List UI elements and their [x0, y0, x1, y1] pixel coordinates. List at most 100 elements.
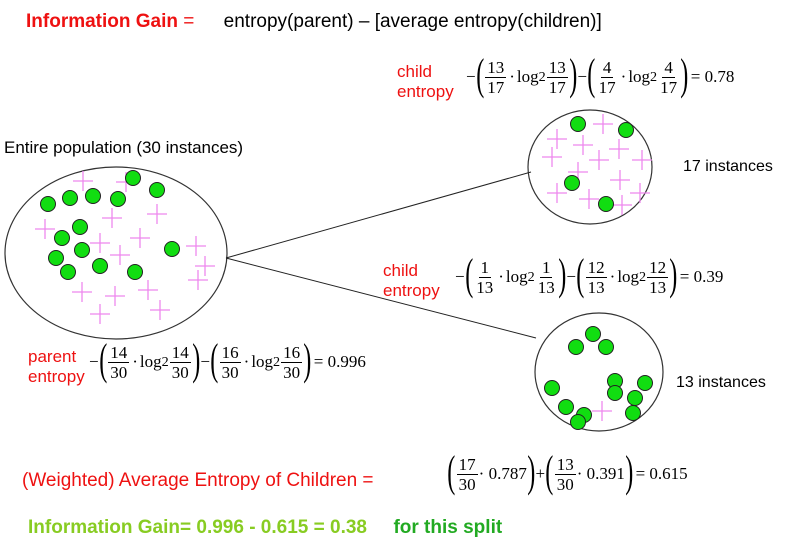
- pink-plus: [188, 270, 208, 290]
- green-dot: [164, 241, 180, 257]
- numerator: 16: [281, 342, 303, 363]
- pink-plus: [592, 401, 612, 421]
- green-dot: [598, 196, 614, 212]
- pink-plus: [73, 171, 93, 191]
- plus-sign: +: [535, 464, 546, 483]
- fraction: 13 17: [546, 57, 568, 97]
- fraction: 13 30: [554, 454, 576, 494]
- green-dot: [618, 122, 634, 138]
- green-dot: [637, 375, 653, 391]
- numerator: 13: [554, 454, 576, 475]
- denominator: 17: [487, 77, 505, 97]
- denominator: 30: [283, 362, 301, 382]
- fraction: 14 30: [108, 342, 130, 382]
- log-text: log: [139, 352, 162, 371]
- gain-row: Information Gain= 0.996 - 0.615 = 0.38 f…: [28, 517, 502, 539]
- green-dot: [598, 339, 614, 355]
- pink-plus: [573, 135, 593, 155]
- fraction: 14 30: [169, 343, 191, 382]
- title-row: Information Gain = entropy(parent) – [av…: [26, 11, 602, 33]
- minus-sign: −: [566, 267, 576, 286]
- gain-suffix: for this split: [393, 517, 503, 538]
- fraction: 17 30: [456, 455, 478, 494]
- fraction: 12 13: [585, 257, 607, 297]
- title-label: Information Gain: [26, 11, 178, 32]
- paren-open: (: [447, 447, 456, 496]
- pink-plus: [105, 286, 125, 306]
- paren-open: (: [98, 335, 107, 384]
- pink-plus: [630, 183, 650, 203]
- green-dot: [607, 385, 623, 401]
- pink-plus: [150, 300, 170, 320]
- pink-plus: [90, 233, 110, 253]
- green-dot: [110, 191, 126, 207]
- pink-plus: [610, 170, 630, 190]
- log-base: 2: [538, 68, 546, 85]
- pink-plus: [72, 282, 92, 302]
- fraction: 13 17: [485, 57, 507, 97]
- split-line-top: [225, 171, 532, 259]
- weighted-value-1: · 0.787: [478, 464, 527, 483]
- green-dot: [127, 264, 143, 280]
- split-line-bottom: [225, 257, 537, 339]
- green-dot: [60, 264, 76, 280]
- pink-plus: [593, 114, 613, 134]
- pink-plus: [195, 256, 215, 276]
- numerator: 1: [478, 257, 491, 278]
- minus-sign: −: [455, 267, 465, 286]
- pink-plus: [547, 129, 567, 149]
- pink-plus: [110, 245, 130, 265]
- numerator: 4: [600, 57, 614, 78]
- paren-close: ): [625, 447, 634, 496]
- log-text: log: [516, 67, 539, 86]
- entropy-result: = 0.78: [690, 67, 735, 86]
- fraction: 16 30: [219, 342, 241, 382]
- parent-entropy-label: parent entropy: [28, 347, 85, 387]
- entropy-result: = 0.39: [679, 267, 724, 286]
- paren-close: ): [303, 335, 312, 384]
- numerator: 13: [546, 57, 568, 78]
- denominator: 13: [587, 277, 605, 297]
- child-top-circle: [527, 109, 653, 225]
- pink-plus: [186, 236, 206, 256]
- green-dot: [62, 190, 78, 206]
- paren-open: (: [475, 50, 484, 99]
- child-top-entropy-label: child entropy: [397, 62, 454, 102]
- numerator: 12: [647, 257, 669, 278]
- child-bottom-entropy-formula: − ( 1 13 · log 2 1 13 ) − ( 12 13 · log 2 12 13 …: [455, 250, 724, 299]
- paren-open: (: [576, 250, 585, 299]
- entropy-result: = 0.996: [313, 352, 366, 371]
- denominator: 30: [221, 362, 239, 382]
- pink-plus: [612, 195, 632, 215]
- child-bottom-entropy-label: child entropy: [383, 261, 440, 301]
- numerator: 14: [108, 342, 130, 363]
- green-dot: [570, 116, 586, 132]
- fraction: 12 13: [647, 257, 669, 297]
- parent-entropy-word2: entropy: [28, 367, 85, 386]
- numerator: 1: [539, 257, 553, 278]
- numerator: 12: [585, 257, 607, 278]
- pink-plus: [147, 204, 167, 224]
- paren-open: (: [210, 335, 219, 384]
- denominator: 13: [476, 277, 494, 297]
- numerator: 4: [662, 57, 675, 78]
- numerator: 16: [219, 342, 241, 363]
- green-dot: [74, 242, 90, 258]
- pink-plus: [130, 228, 150, 248]
- fraction: 1 13: [474, 258, 495, 297]
- fraction: 16 30: [281, 342, 303, 382]
- pink-plus: [632, 150, 652, 170]
- green-dot: [585, 326, 601, 342]
- minus-sign: −: [200, 352, 210, 371]
- weighted-formula: ( 17 30 · 0.787 ) + ( 13 30 · 0.391 ) = 0.…: [447, 447, 687, 496]
- green-dot: [85, 188, 101, 204]
- minus-sign: −: [577, 67, 587, 86]
- denominator: 17: [548, 77, 566, 97]
- paren-close: ): [558, 250, 567, 299]
- denominator: 30: [171, 362, 189, 382]
- green-dot: [564, 175, 580, 191]
- green-dot: [568, 339, 584, 355]
- log-text: log: [505, 267, 528, 286]
- paren-open: (: [545, 447, 554, 496]
- numerator: 13: [485, 57, 507, 78]
